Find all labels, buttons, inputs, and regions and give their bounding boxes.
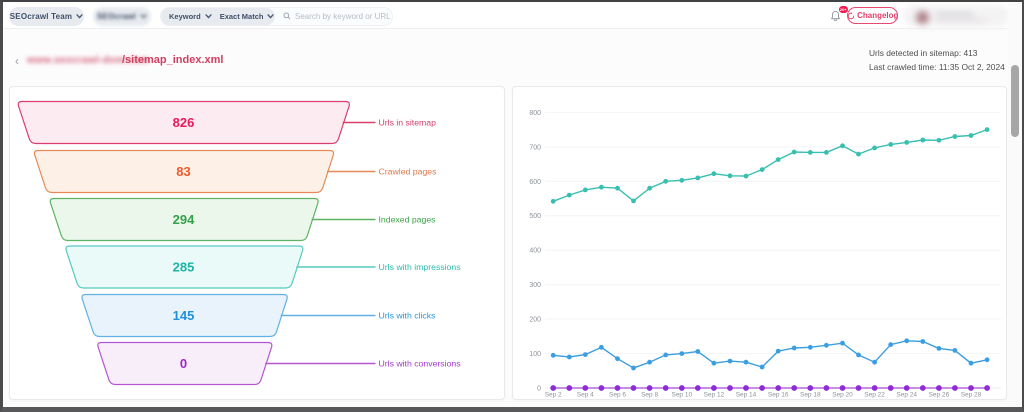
svg-text:Sep 16: Sep 16 xyxy=(767,392,788,399)
svg-text:800: 800 xyxy=(529,110,541,117)
svg-text:700: 700 xyxy=(529,144,541,151)
svg-text:Sep 2: Sep 2 xyxy=(544,392,561,399)
svg-text:Sep 10: Sep 10 xyxy=(671,392,692,399)
svg-text:Sep 14: Sep 14 xyxy=(735,392,756,399)
svg-text:Sep 12: Sep 12 xyxy=(703,392,724,399)
svg-text:Urls with conversions: Urls with conversions xyxy=(378,359,461,369)
svg-text:Sep 26: Sep 26 xyxy=(928,392,949,399)
svg-text:294: 294 xyxy=(172,212,194,227)
svg-text:Crawled pages: Crawled pages xyxy=(378,167,437,177)
svg-text:0: 0 xyxy=(179,356,186,371)
svg-text:Sep 18: Sep 18 xyxy=(799,392,820,399)
svg-text:83: 83 xyxy=(176,164,190,179)
svg-text:0: 0 xyxy=(537,386,541,393)
svg-text:Sep 8: Sep 8 xyxy=(641,392,658,399)
svg-text:Sep 20: Sep 20 xyxy=(832,392,853,399)
svg-text:400: 400 xyxy=(529,248,541,255)
svg-text:Sep 4: Sep 4 xyxy=(576,392,593,399)
svg-text:600: 600 xyxy=(529,179,541,186)
svg-text:Sep 24: Sep 24 xyxy=(896,392,917,399)
svg-text:Sep 22: Sep 22 xyxy=(864,392,885,399)
svg-text:100: 100 xyxy=(529,351,541,358)
svg-text:Sep 6: Sep 6 xyxy=(609,392,626,399)
svg-text:826: 826 xyxy=(172,115,194,130)
svg-text:285: 285 xyxy=(172,260,194,275)
svg-text:Urls with impressions: Urls with impressions xyxy=(378,262,461,272)
svg-text:Urls with clicks: Urls with clicks xyxy=(378,311,436,321)
svg-text:Urls in sitemap: Urls in sitemap xyxy=(378,118,436,128)
svg-text:Sep 28: Sep 28 xyxy=(960,392,981,399)
svg-text:300: 300 xyxy=(529,282,541,289)
svg-text:500: 500 xyxy=(529,213,541,220)
svg-text:145: 145 xyxy=(172,308,194,323)
svg-text:200: 200 xyxy=(529,317,541,324)
svg-text:Indexed pages: Indexed pages xyxy=(378,215,436,225)
